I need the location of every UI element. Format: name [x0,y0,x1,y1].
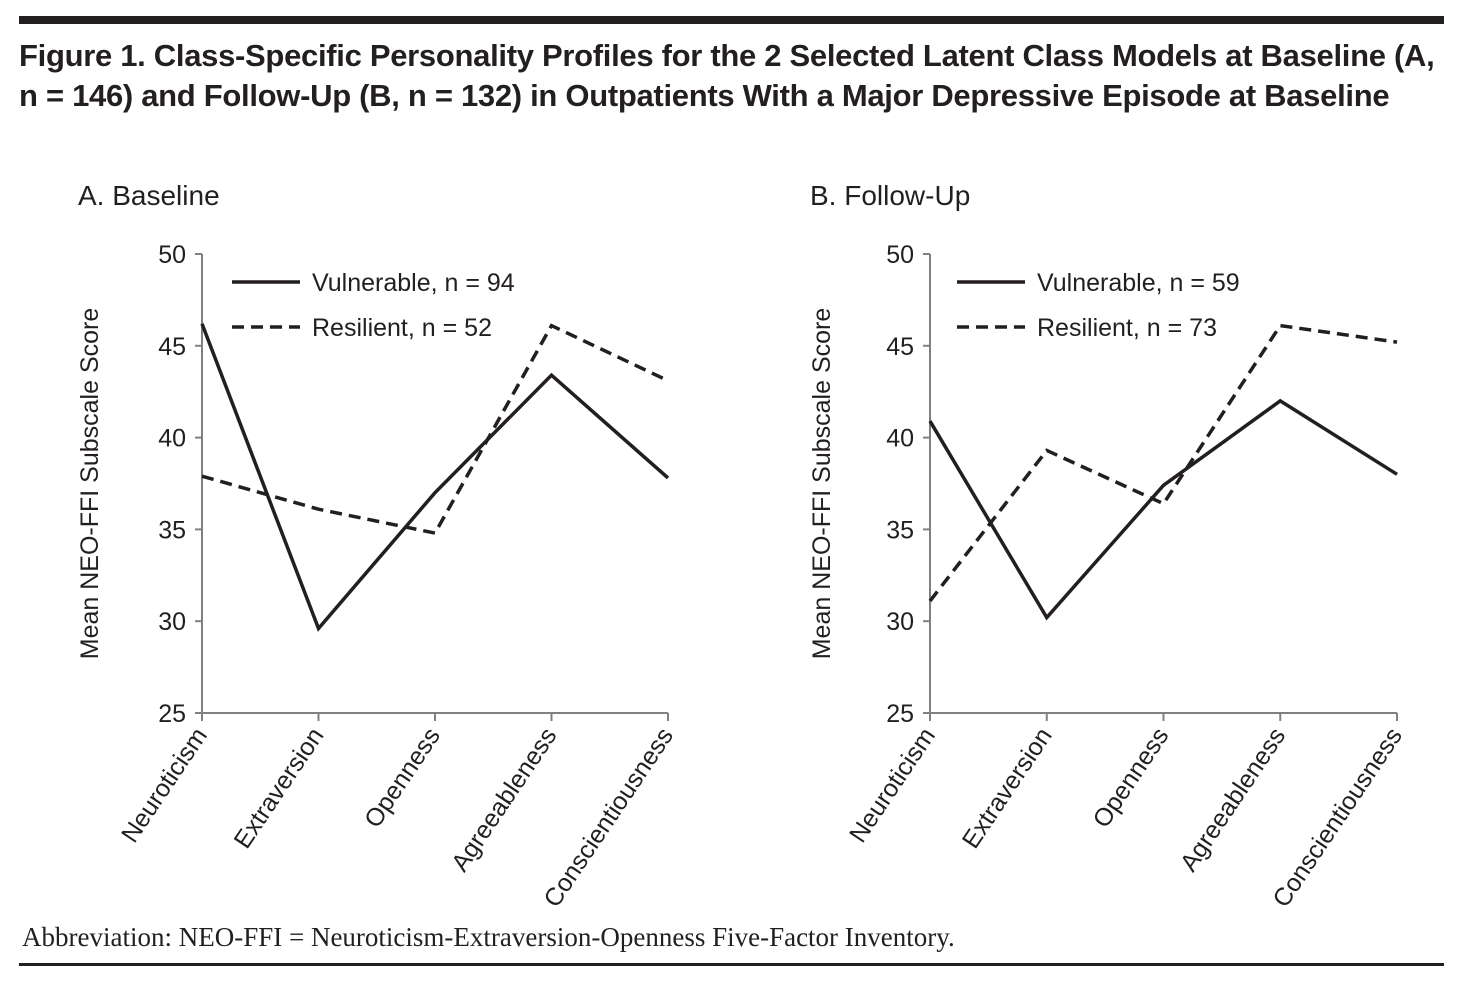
panel-b-y-axis-label: Mean NEO-FFI Subscale Score [808,308,836,660]
panel-a-y-tick-label: 45 [158,333,186,361]
panel-b-x-tick-label: Agreeableness [1175,723,1291,877]
panel-a-x-tick-label: Conscientiousness [538,723,679,913]
top-rule [19,16,1444,24]
panel-a-y-tick-label: 25 [158,700,186,728]
panel-a-y-tick-label: 50 [158,241,186,269]
panel-a-title: A. Baseline [78,180,220,211]
panel-a-series-resilient-line [201,323,669,536]
panel-a-y-tick-label: 35 [158,516,186,544]
panel-b-x-tick-label: Openness [1088,723,1175,833]
panel-b-x-tick-label: Conscientiousness [1267,723,1408,913]
footnote: Abbreviation: NEO-FFI = Neuroticism-Extr… [22,922,955,952]
bottom-rule [19,963,1444,966]
panel-a-legend-label-resilient: Resilient, n = 52 [312,314,492,342]
panel-a-y-axis-label: Mean NEO-FFI Subscale Score [76,308,104,660]
panel-a-y-tick-label: 30 [158,608,186,636]
panel-b-series-resilient-line [928,323,1398,603]
panel-b-y-tick-label: 45 [886,333,914,361]
panel-b-y-tick-label: 35 [886,516,914,544]
panel-a-x-tick-label: Neuroticism [116,723,213,848]
panel-b-y-tick-label: 40 [886,425,914,453]
panel-b-y-tick-label: 50 [886,241,914,269]
panel-b-y-tick-label: 30 [886,608,914,636]
panel-a-x-tick-label: Extraversion [229,723,330,854]
panel-a-x-tick-label: Openness [359,723,446,833]
panel-b-legend-label-resilient: Resilient, n = 73 [1037,314,1217,342]
panel-a-legend-label-vulnerable: Vulnerable, n = 94 [312,269,515,297]
panel-b-y-tick-label: 25 [886,700,914,728]
panel-b-legend-label-vulnerable: Vulnerable, n = 59 [1037,269,1240,297]
panel-a-y-tick-label: 40 [158,425,186,453]
panel-b-x-tick-label: Extraversion [957,723,1058,854]
panel-b-title: B. Follow-Up [810,180,971,211]
panel-b-x-tick-label: Neuroticism [844,723,941,848]
panel-a-series-vulnerable-line [200,323,670,632]
panel-a-x-tick-label: Agreeableness [446,723,562,877]
figure-title: Figure 1. Class-Specific Personality Pro… [19,38,1435,113]
